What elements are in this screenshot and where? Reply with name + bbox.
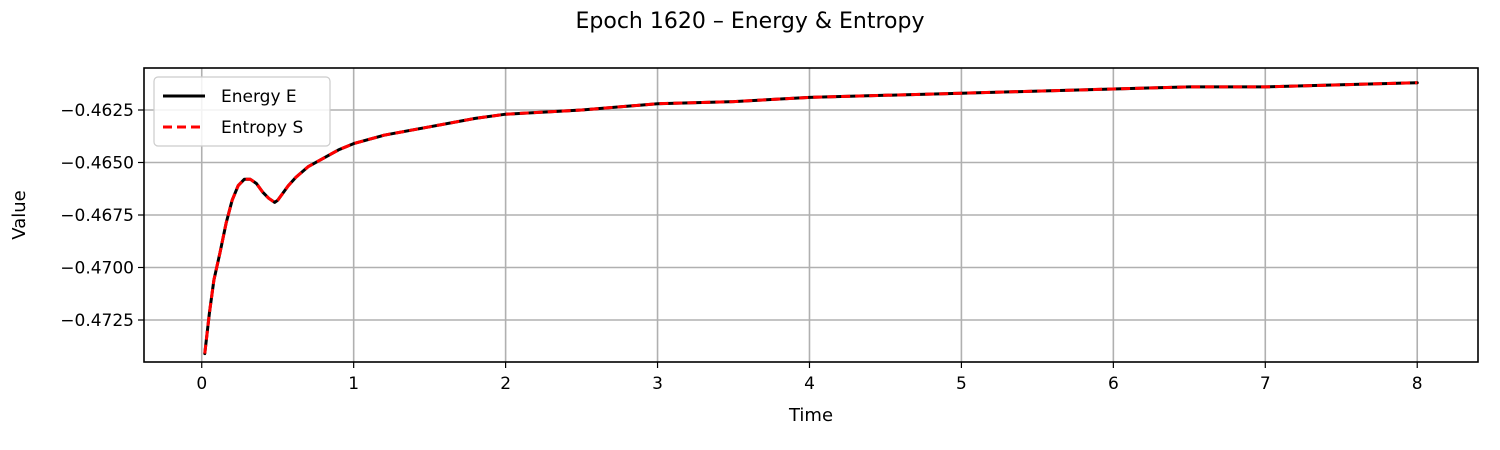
- legend-box: [153, 76, 331, 147]
- x-tick-label: 7: [1260, 374, 1271, 394]
- series-line-entropy-s: [203, 81, 1418, 354]
- y-tick-label: −0.4700: [60, 259, 134, 279]
- x-axis: 0 1 2 3 4 5 6 7 8: [196, 362, 1423, 394]
- y-tick-label: −0.4725: [60, 311, 134, 331]
- y-axis: −0.4625 −0.4650 −0.4675 −0.4700 −0.4725: [60, 101, 144, 331]
- x-tick-label: 2: [500, 374, 511, 394]
- legend-label: Energy E: [221, 87, 297, 107]
- x-tick-label: 8: [1412, 374, 1423, 394]
- x-tick-label: 0: [196, 374, 207, 394]
- y-tick-label: −0.4650: [60, 154, 134, 174]
- series-layer: [203, 81, 1419, 356]
- legend: Energy E Entropy S: [153, 76, 331, 147]
- legend-label: Entropy S: [221, 118, 303, 138]
- grid: [144, 68, 1478, 362]
- x-tick-label: 6: [1108, 374, 1119, 394]
- x-tick-label: 1: [348, 374, 359, 394]
- y-tick-label: −0.4675: [60, 206, 134, 226]
- y-axis-title: Value: [9, 190, 30, 239]
- x-axis-title: Time: [788, 405, 833, 426]
- chart-title: Epoch 1620 – Energy & Entropy: [576, 9, 925, 34]
- x-tick-label: 5: [956, 374, 967, 394]
- y-tick-label: −0.4625: [60, 101, 134, 121]
- x-tick-label: 4: [804, 374, 815, 394]
- series-line-energy-e: [203, 81, 1419, 356]
- x-tick-label: 3: [652, 374, 663, 394]
